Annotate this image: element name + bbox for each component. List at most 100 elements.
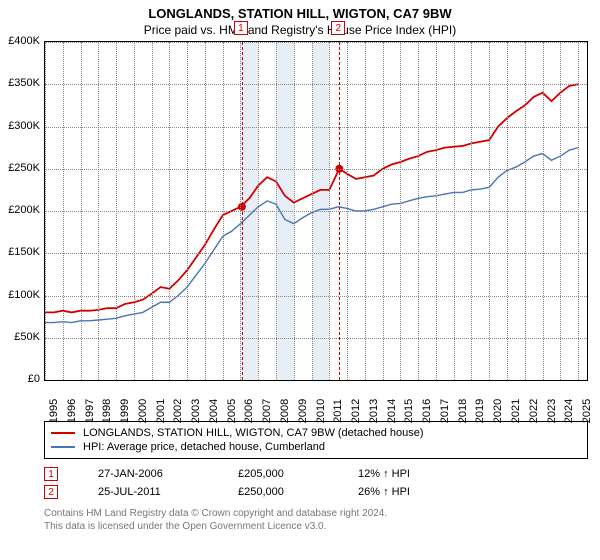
sale-row: 2 25-JUL-2011 £250,000 26% ↑ HPI xyxy=(44,483,588,501)
y-axis-label: £150K xyxy=(8,246,44,258)
reference-marker: 2 xyxy=(331,21,345,35)
grid-x xyxy=(152,42,153,380)
grid-x xyxy=(543,42,544,380)
grid-y xyxy=(45,211,587,212)
chart-subtitle: Price paid vs. HM Land Registry's House … xyxy=(0,21,600,41)
sale-date: 25-JUL-2011 xyxy=(98,486,198,498)
grid-x xyxy=(258,42,259,380)
legend: LONGLANDS, STATION HILL, WIGTON, CA7 9BW… xyxy=(44,421,588,459)
grid-x xyxy=(223,42,224,380)
y-axis-label: £350K xyxy=(8,77,44,89)
legend-swatch xyxy=(51,446,75,448)
x-axis-label: 2019 xyxy=(470,399,486,423)
x-axis-label: 2023 xyxy=(542,399,558,423)
grid-y xyxy=(45,127,587,128)
legend-label: HPI: Average price, detached house, Cumb… xyxy=(83,441,325,453)
chart-title: LONGLANDS, STATION HILL, WIGTON, CA7 9BW xyxy=(0,0,600,21)
x-axis-label: 2004 xyxy=(204,399,220,423)
grid-y xyxy=(45,42,587,43)
legend-item: HPI: Average price, detached house, Cumb… xyxy=(51,440,581,454)
grid-y xyxy=(45,169,587,170)
x-axis-label: 2002 xyxy=(168,399,184,423)
x-axis-label: 2021 xyxy=(506,399,522,423)
sale-hpi: 12% ↑ HPI xyxy=(358,468,448,480)
x-axis-label: 2000 xyxy=(133,399,149,423)
grid-x xyxy=(560,42,561,380)
grid-x xyxy=(489,42,490,380)
grid-x xyxy=(45,42,46,380)
sales-table: 127-JAN-2006£205,00012% ↑ HPI225-JUL-201… xyxy=(44,465,588,501)
grid-x xyxy=(312,42,313,380)
grid-x xyxy=(81,42,82,380)
x-axis-label: 2005 xyxy=(222,399,238,423)
grid-y xyxy=(45,253,587,254)
x-axis-label: 2014 xyxy=(382,399,398,423)
x-axis-label: 2011 xyxy=(328,399,344,423)
below-chart: LONGLANDS, STATION HILL, WIGTON, CA7 9BW… xyxy=(44,421,588,533)
grid-x xyxy=(329,42,330,380)
x-axis-label: 2015 xyxy=(399,399,415,423)
grid-x xyxy=(294,42,295,380)
y-axis-label: £250K xyxy=(8,162,44,174)
grid-x xyxy=(276,42,277,380)
grid-y xyxy=(45,84,587,85)
x-axis-label: 2025 xyxy=(577,399,593,423)
x-axis-label: 1997 xyxy=(80,399,96,423)
chart-area: £0£50K£100K£150K£200K£250K£300K£350K£400… xyxy=(44,41,588,381)
x-axis-label: 2003 xyxy=(186,399,202,423)
footer-line-2: This data is licensed under the Open Gov… xyxy=(44,520,588,533)
sale-hpi: 26% ↑ HPI xyxy=(358,486,448,498)
sale-number: 1 xyxy=(44,467,58,481)
x-axis-label: 1996 xyxy=(62,399,78,423)
legend-label: LONGLANDS, STATION HILL, WIGTON, CA7 9BW… xyxy=(83,427,424,439)
y-axis-label: £100K xyxy=(8,289,44,301)
grid-x xyxy=(400,42,401,380)
grid-x xyxy=(436,42,437,380)
x-axis-label: 1998 xyxy=(97,399,113,423)
reference-line xyxy=(242,42,243,380)
y-axis-label: £50K xyxy=(14,331,44,343)
grid-x xyxy=(471,42,472,380)
reference-line xyxy=(339,42,340,380)
footer: Contains HM Land Registry data © Crown c… xyxy=(44,507,588,533)
x-axis-label: 2013 xyxy=(364,399,380,423)
y-axis-label: £200K xyxy=(8,204,44,216)
grid-x xyxy=(525,42,526,380)
x-axis-label: 2016 xyxy=(417,399,433,423)
x-axis-label: 1995 xyxy=(44,399,60,423)
reference-marker: 1 xyxy=(234,21,248,35)
grid-x xyxy=(98,42,99,380)
grid-x xyxy=(63,42,64,380)
grid-y xyxy=(45,296,587,297)
x-axis-label: 2012 xyxy=(346,399,362,423)
sale-number: 2 xyxy=(44,485,58,499)
x-axis-label: 2017 xyxy=(435,399,451,423)
chart-container: LONGLANDS, STATION HILL, WIGTON, CA7 9BW… xyxy=(0,0,600,560)
sale-price: £250,000 xyxy=(238,486,318,498)
legend-swatch xyxy=(51,432,75,434)
grid-x xyxy=(454,42,455,380)
grid-x xyxy=(116,42,117,380)
x-axis-label: 2018 xyxy=(453,399,469,423)
plot-region xyxy=(44,41,588,381)
grid-x xyxy=(418,42,419,380)
x-axis-label: 2006 xyxy=(239,399,255,423)
grid-x xyxy=(578,42,579,380)
sale-price: £205,000 xyxy=(238,468,318,480)
y-axis-label: £400K xyxy=(8,35,44,47)
grid-x xyxy=(205,42,206,380)
grid-x xyxy=(134,42,135,380)
grid-x xyxy=(507,42,508,380)
footer-line-1: Contains HM Land Registry data © Crown c… xyxy=(44,507,588,520)
y-axis-label: £300K xyxy=(8,120,44,132)
grid-y xyxy=(45,380,587,381)
sale-row: 127-JAN-2006£205,00012% ↑ HPI xyxy=(44,465,588,483)
grid-x xyxy=(365,42,366,380)
x-axis-label: 2010 xyxy=(311,399,327,423)
grid-x xyxy=(169,42,170,380)
x-axis-label: 2024 xyxy=(559,399,575,423)
y-axis-label: £0 xyxy=(28,373,44,385)
x-axis-label: 2020 xyxy=(488,399,504,423)
x-axis-label: 2008 xyxy=(275,399,291,423)
grid-x xyxy=(187,42,188,380)
